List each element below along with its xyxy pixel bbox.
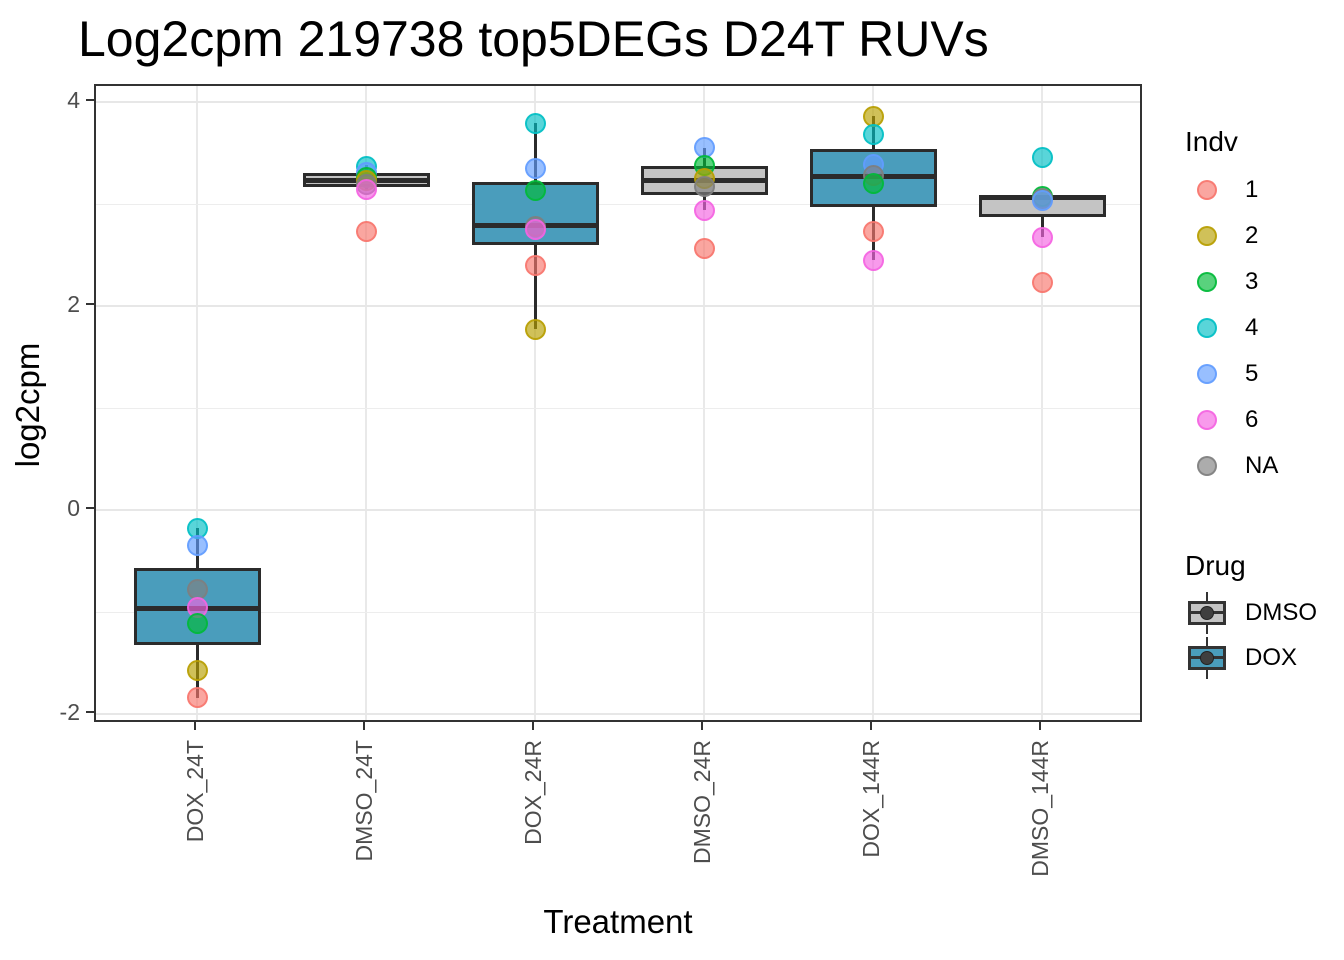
x-tick-mark xyxy=(870,722,872,730)
jitter-point-indv-3 xyxy=(524,180,546,202)
legend-indv-label-6: 6 xyxy=(1245,406,1259,433)
gridline-major xyxy=(96,305,1140,307)
legend-drug-label-DOX: DOX xyxy=(1245,644,1298,671)
jitter-point-indv-6 xyxy=(355,179,377,201)
jitter-point-indv-NA xyxy=(693,176,715,198)
gridline-minor xyxy=(96,408,1140,409)
gridline-minor xyxy=(96,204,1140,205)
jitter-point-indv-4 xyxy=(862,124,884,146)
gridline-vertical xyxy=(365,86,367,720)
legend-indv-title: Indv xyxy=(1185,126,1238,157)
gridline-major xyxy=(96,713,1140,715)
jitter-point-indv-4 xyxy=(524,112,546,134)
y-axis-title: log2cpm xyxy=(9,342,46,468)
gridline-vertical xyxy=(703,86,705,720)
y-tick-label: -2 xyxy=(59,699,80,725)
x-axis-title: Treatment xyxy=(543,903,693,940)
jitter-point-indv-2 xyxy=(186,659,208,681)
x-tick-label: DMSO_24T xyxy=(351,740,377,862)
jitter-point-indv-1 xyxy=(355,221,377,243)
jitter-point-indv-5 xyxy=(524,157,546,179)
x-tick-label: DOX_24T xyxy=(182,740,208,843)
legend-drug-label-DMSO: DMSO xyxy=(1245,599,1317,626)
plot-title: Log2cpm 219738 top5DEGs D24T RUVs xyxy=(78,11,989,67)
x-tick-mark xyxy=(363,722,365,730)
gridline-major xyxy=(96,509,1140,511)
gridline-vertical xyxy=(534,86,536,720)
legend-indv-label-5: 5 xyxy=(1245,360,1259,387)
legend-drug-key-DMSO xyxy=(1187,592,1227,634)
y-tick-mark xyxy=(86,99,94,101)
legend-indv-swatch-1 xyxy=(1197,180,1217,200)
jitter-point-indv-1 xyxy=(524,254,546,276)
y-tick-label: 0 xyxy=(67,495,80,521)
boxplot-key-dot xyxy=(1200,606,1214,620)
boxplot-key-dot xyxy=(1200,651,1214,665)
legend-indv-label-NA: NA xyxy=(1245,452,1279,479)
legend-indv-swatch-6 xyxy=(1197,410,1217,430)
x-tick-mark xyxy=(532,722,534,730)
legend-indv-label-2: 2 xyxy=(1245,222,1259,249)
legend-indv-swatch-4 xyxy=(1197,318,1217,338)
x-tick-label: DMSO_24R xyxy=(689,740,715,864)
jitter-point-indv-1 xyxy=(1031,272,1053,294)
x-tick-mark xyxy=(194,722,196,730)
gridline-vertical xyxy=(1041,86,1043,720)
legend-indv-label-4: 4 xyxy=(1245,314,1259,341)
gridline-major xyxy=(96,101,1140,103)
legend-indv-label-1: 1 xyxy=(1245,176,1259,203)
jitter-point-indv-1 xyxy=(693,238,715,260)
y-tick-mark xyxy=(86,303,94,305)
legend-indv-swatch-5 xyxy=(1197,364,1217,384)
x-tick-label: DOX_24R xyxy=(520,740,546,845)
jitter-point-indv-6 xyxy=(693,199,715,221)
y-tick-mark xyxy=(86,711,94,713)
legend-drug-key-DOX xyxy=(1187,637,1227,679)
jitter-point-indv-4 xyxy=(1031,146,1053,168)
jitter-point-indv-5 xyxy=(1031,190,1053,212)
legend-indv-swatch-3 xyxy=(1197,272,1217,292)
legend-indv-swatch-NA xyxy=(1197,456,1217,476)
jitter-point-indv-2 xyxy=(524,318,546,340)
jitter-point-indv-6 xyxy=(1031,227,1053,249)
jitter-point-indv-6 xyxy=(862,249,884,271)
legend-indv-label-3: 3 xyxy=(1245,268,1259,295)
y-tick-label: 4 xyxy=(67,87,80,113)
jitter-point-indv-5 xyxy=(186,535,208,557)
x-tick-mark xyxy=(701,722,703,730)
x-tick-label: DMSO_144R xyxy=(1027,740,1053,877)
legend-drug-title: Drug xyxy=(1185,550,1246,581)
jitter-point-indv-3 xyxy=(186,612,208,634)
x-tick-mark xyxy=(1039,722,1041,730)
y-tick-mark xyxy=(86,507,94,509)
y-tick-label: 2 xyxy=(67,291,80,317)
gridline-vertical xyxy=(196,86,198,720)
plot-panel xyxy=(94,84,1142,722)
jitter-point-indv-1 xyxy=(186,687,208,709)
gridline-minor xyxy=(96,612,1140,613)
legend-indv-swatch-2 xyxy=(1197,226,1217,246)
x-tick-label: DOX_144R xyxy=(858,740,884,858)
gridline-vertical xyxy=(872,86,874,720)
jitter-point-indv-1 xyxy=(862,221,884,243)
jitter-point-indv-6 xyxy=(524,219,546,240)
jitter-point-indv-3 xyxy=(862,173,884,195)
